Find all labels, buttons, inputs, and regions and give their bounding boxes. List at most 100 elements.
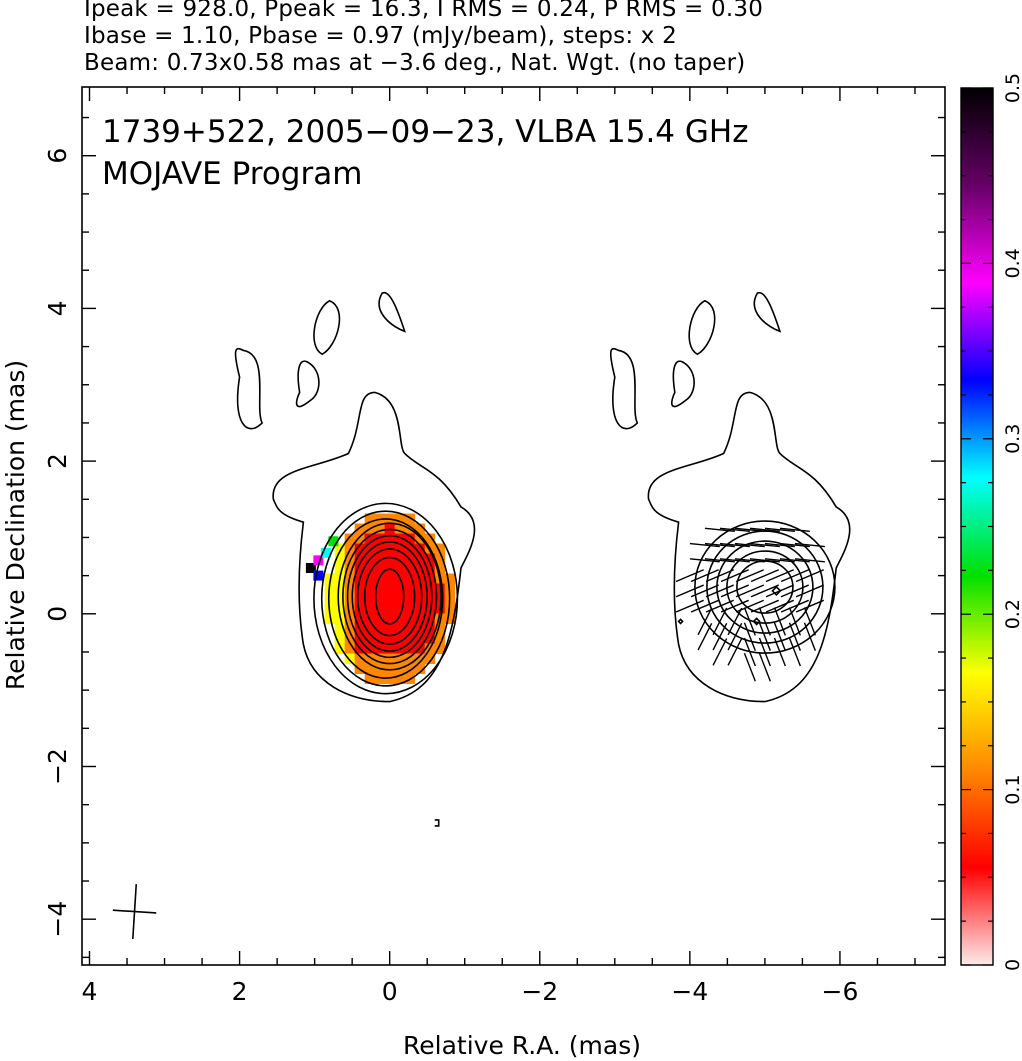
colorbar-tick-label: 0.3 [1002,424,1022,454]
pol-pixel [404,603,416,615]
contour-island [688,299,716,356]
pol-pixel [434,593,446,605]
pol-pixel [424,653,436,665]
evpa-stick [727,623,743,651]
evpa-stick [795,584,825,598]
contour-level [351,541,428,652]
pol-pixel [313,555,324,566]
evpa-stick [765,584,794,598]
pol-pixel [374,583,386,595]
pol-pixel [320,547,331,558]
pol-pixel [434,613,446,625]
evpa-stick [697,607,713,636]
evpa-stick [803,607,817,636]
pol-pixel [364,633,376,645]
pol-pixel [354,553,366,565]
evpa-stick [788,607,802,636]
pol-pixel [334,593,346,605]
contour-island [378,291,406,333]
pol-pixel [424,603,436,615]
evpa-stick [690,599,719,613]
pol-pixel [344,653,356,665]
pol-pixel [328,536,339,547]
pol-pixel [334,553,346,565]
pol-pixel [364,563,376,575]
pol-pixel [424,623,436,635]
pol-pixel [374,543,386,555]
evpa-stick [795,569,825,583]
x-tick-label: 0 [382,977,398,1006]
pol-pixel [424,613,436,625]
y-axis-label: Relative Declination (mas) [1,360,30,690]
pol-pixel [324,593,336,605]
evpa-vectors [675,527,825,682]
pol-pixel [404,533,416,545]
pol-pixel [334,563,346,575]
pol-pixel [374,673,386,685]
pol-pixel [374,653,386,665]
evpa-stick [764,527,795,533]
pol-pixel [313,570,324,581]
pol-pixel [364,643,376,655]
pol-pixel [404,653,416,665]
pol-pixel [344,533,356,545]
evpa-stick [705,599,734,613]
pol-pixel [354,533,366,545]
evpa-stick [743,622,756,651]
contour-outer [272,391,476,703]
pol-pixel [334,603,346,615]
evpa-stick [749,542,780,548]
pol-pixel [374,563,386,575]
pol-pixel [364,663,376,675]
contour-level-right [706,530,824,644]
x-tick-label: 2 [232,977,248,1006]
x-tick-label: −4 [671,977,708,1006]
pol-pixel [394,533,406,545]
pol-pixel [414,593,426,605]
evpa-stick [734,558,765,563]
contour-level [356,548,423,645]
colorbar-tick-label: 0.1 [1002,774,1022,804]
pol-pixel [394,563,406,575]
evpa-stick [735,599,764,613]
pol-pixel [344,563,356,575]
contour-level [320,510,451,687]
pol-pixel [394,513,406,525]
pol-pixel [384,533,396,545]
evpa-stick [749,558,780,563]
pol-pixel [374,523,386,535]
pol-pixel [354,583,366,595]
contour-speck [434,819,440,827]
pol-pixel [364,673,376,685]
contour-level-right [716,540,814,634]
pol-pixel [354,603,366,615]
evpa-stick [779,527,810,533]
contour-outer [647,391,851,703]
contour-island [234,347,264,430]
pol-pixel [424,583,436,595]
evpa-stick [758,637,771,667]
pol-pixel [394,633,406,645]
evpa-stick [788,622,802,651]
evpa-stick [689,558,720,563]
pol-pixel [354,593,366,605]
beam-minor-axis [112,909,157,914]
evpa-stick [675,584,704,598]
pol-pixel [364,653,376,665]
contour-level [374,568,405,625]
pol-pixel [374,613,386,625]
evpa-stick [764,542,795,548]
y-tick-label: 2 [43,453,72,469]
pol-pixel [344,633,356,645]
evpa-stick [750,584,779,598]
pol-pixel [305,562,316,573]
pol-pixel [374,633,386,645]
pol-pixel [394,583,406,595]
y-tick-label: 6 [43,148,72,164]
pol-pixel [374,573,386,585]
contour-level [346,534,433,659]
colorbar-tick-labels: 0 0.1 0.2 0.3 0.4 0.5 [1002,73,1022,971]
evpa-stick [690,584,719,598]
contour-level [363,556,416,637]
pol-pixel [334,543,346,555]
